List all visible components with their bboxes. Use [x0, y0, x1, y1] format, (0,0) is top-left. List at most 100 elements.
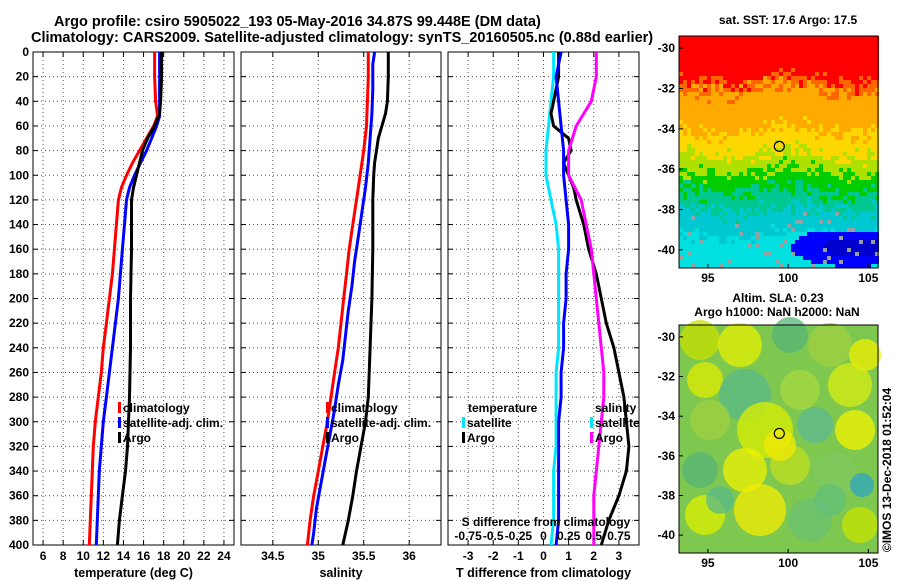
sst-cell	[763, 56, 767, 60]
sst-cell	[711, 56, 715, 60]
sst-cell	[731, 120, 735, 124]
sst-cell	[707, 232, 711, 236]
sst-cell	[795, 100, 799, 104]
sst-cell	[707, 44, 711, 48]
sst-cell	[783, 124, 787, 128]
sst-cell	[755, 104, 759, 108]
sst-cell	[783, 120, 787, 124]
sst-cell	[747, 92, 751, 96]
sst-cell	[755, 204, 759, 208]
sst-cell	[767, 72, 771, 76]
sst-cell	[795, 188, 799, 192]
sst-cell	[859, 260, 863, 264]
sst-cell	[831, 240, 835, 244]
sst-cell	[775, 120, 779, 124]
sst-cell	[755, 44, 759, 48]
sst-cell	[831, 208, 835, 212]
sst-cell	[855, 196, 859, 200]
sst-cell	[775, 136, 779, 140]
sst-cell	[743, 208, 747, 212]
sst-cell	[699, 148, 703, 152]
sst-cell	[771, 252, 775, 256]
sst-cell	[791, 212, 795, 216]
sst-cell	[827, 244, 831, 248]
sst-cell	[795, 136, 799, 140]
sst-cell	[775, 156, 779, 160]
sst-cell	[707, 184, 711, 188]
sst-cell	[687, 216, 691, 220]
sst-cell	[723, 264, 727, 268]
sst-cell	[719, 140, 723, 144]
sst-cell	[811, 68, 815, 72]
sst-cell	[787, 116, 791, 120]
sst-cell	[735, 248, 739, 252]
sst-cell	[767, 256, 771, 260]
sst-cell	[699, 152, 703, 156]
sst-cell	[695, 164, 699, 168]
sst-cell	[687, 180, 691, 184]
sst-cell	[831, 160, 835, 164]
sst-cell	[855, 244, 859, 248]
sst-cell	[771, 72, 775, 76]
sst-cell	[803, 160, 807, 164]
sst-cell	[723, 132, 727, 136]
sst-cell	[699, 132, 703, 136]
sst-cell	[723, 100, 727, 104]
sst-cell	[807, 244, 811, 248]
sst-cell	[871, 204, 875, 208]
sst-cell	[867, 120, 871, 124]
sst-cell	[847, 252, 851, 256]
y-tick-label: 100	[9, 168, 29, 182]
sst-cell	[755, 76, 759, 80]
sst-cell	[795, 92, 799, 96]
sst-cell	[787, 136, 791, 140]
sst-cell	[835, 132, 839, 136]
sst-cell	[711, 224, 715, 228]
sst-cell	[739, 220, 743, 224]
sst-cell	[743, 48, 747, 52]
sst-cell	[827, 208, 831, 212]
sst-cell	[791, 44, 795, 48]
sst-cell	[827, 144, 831, 148]
sst-cell	[687, 124, 691, 128]
sst-cell	[803, 260, 807, 264]
sst-cell	[831, 200, 835, 204]
sst-cell	[871, 96, 875, 100]
sst-cell	[747, 144, 751, 148]
sst-cell	[803, 88, 807, 92]
sst-cell	[743, 60, 747, 64]
sst-cell	[795, 140, 799, 144]
sst-cell	[739, 44, 743, 48]
sst-cell	[771, 232, 775, 236]
sst-cell	[683, 104, 687, 108]
sst-cell	[859, 248, 863, 252]
sst-cell	[827, 200, 831, 204]
sst-cell	[679, 204, 683, 208]
sst-cell	[847, 244, 851, 248]
sst-cell	[823, 236, 827, 240]
sst-cell	[715, 40, 719, 44]
sst-cell	[791, 204, 795, 208]
sst-cell	[711, 60, 715, 64]
sst-cell	[811, 196, 815, 200]
sst-cell	[827, 112, 831, 116]
sst-cell	[855, 112, 859, 116]
sst-cell	[847, 76, 851, 80]
sst-cell	[775, 168, 779, 172]
sst-cell	[827, 196, 831, 200]
sst-cell	[739, 248, 743, 252]
sst-cell	[859, 196, 863, 200]
sst-cell	[855, 152, 859, 156]
sst-cell	[823, 168, 827, 172]
sst-cell	[695, 248, 699, 252]
sst-cell	[727, 96, 731, 100]
sst-cell	[859, 232, 863, 236]
sst-cell	[723, 232, 727, 236]
sst-cell	[775, 116, 779, 120]
sst-cell	[855, 240, 859, 244]
sst-cell	[767, 148, 771, 152]
sst-cell	[747, 216, 751, 220]
sst-cell	[867, 100, 871, 104]
sst-cell	[807, 52, 811, 56]
sst-cell	[715, 212, 719, 216]
